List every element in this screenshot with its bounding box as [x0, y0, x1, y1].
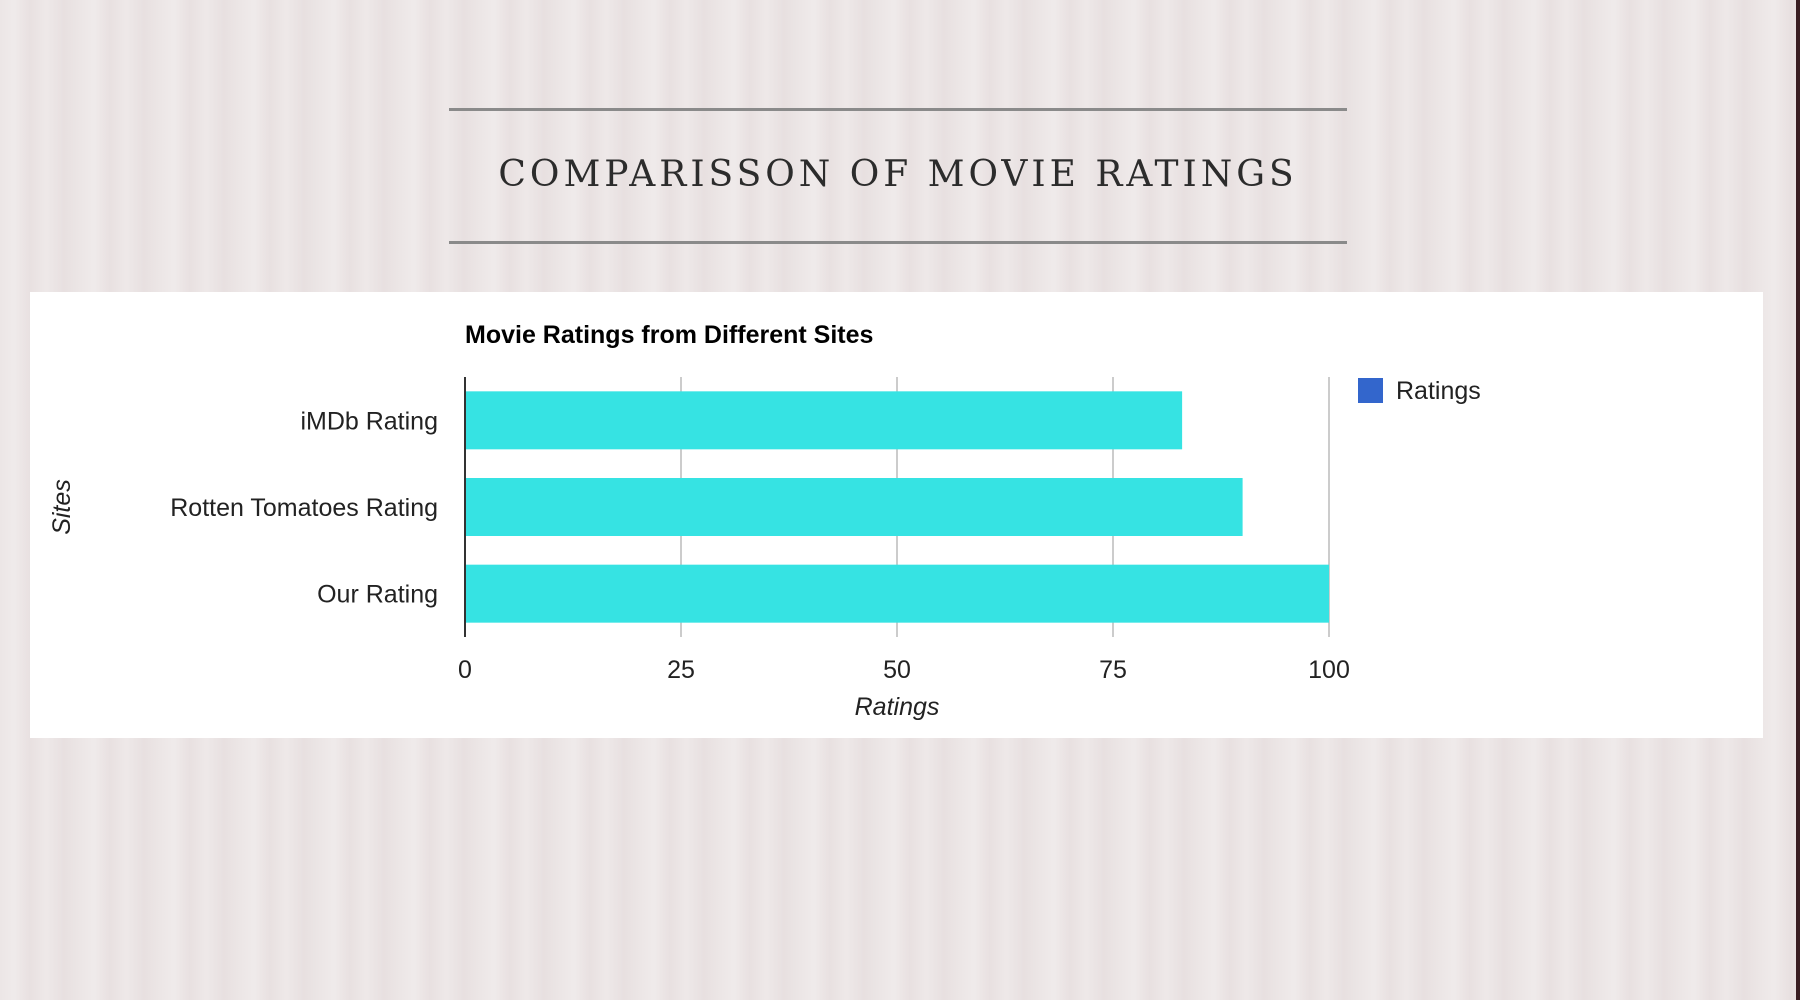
- slide-title: COMPARISSON OF MOVIE RATINGS: [498, 154, 1298, 195]
- x-tick-label: 25: [667, 656, 695, 684]
- bar: [465, 564, 1329, 623]
- bar: [465, 391, 1183, 450]
- category-label: Our Rating: [317, 581, 438, 609]
- bar: [465, 478, 1243, 536]
- slide-title-block: COMPARISSON OF MOVIE RATINGS: [449, 108, 1347, 245]
- category-label: iMDb Rating: [300, 407, 438, 435]
- bar-chart: Movie Ratings from Different Sites iMDb …: [48, 321, 1481, 721]
- x-tick-label: 75: [1099, 656, 1127, 684]
- x-tick-label: 0: [458, 656, 472, 684]
- title-rule-bottom: [449, 241, 1347, 244]
- legend-swatch: [1358, 378, 1383, 403]
- title-rule-top: [449, 108, 1347, 111]
- x-tick-label: 100: [1308, 656, 1350, 684]
- y-axis-title: Sites: [48, 479, 76, 535]
- bars: [465, 391, 1329, 623]
- x-axis-title: Ratings: [855, 693, 940, 721]
- x-tick-label: 50: [883, 656, 911, 684]
- x-tick-labels: 0 25 50 75 100: [458, 656, 1350, 684]
- legend: Ratings: [1358, 377, 1481, 405]
- chart-title: Movie Ratings from Different Sites: [465, 321, 873, 349]
- category-label: Rotten Tomatoes Rating: [170, 494, 438, 522]
- legend-label: Ratings: [1396, 377, 1481, 405]
- category-labels: iMDb Rating Rotten Tomatoes Rating Our Rat…: [170, 407, 438, 608]
- chart-card: Movie Ratings from Different Sites iMDb …: [30, 292, 1763, 738]
- window-right-edge: [1796, 0, 1800, 1000]
